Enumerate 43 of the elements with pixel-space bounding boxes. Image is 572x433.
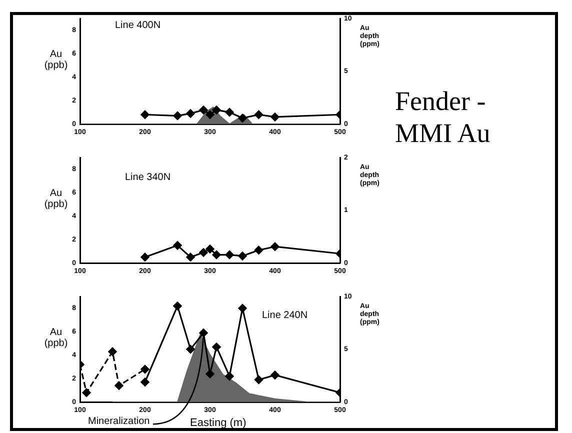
point <box>238 252 247 260</box>
text: Line 340N <box>125 172 171 183</box>
y-axis-title: Au (ppb) <box>43 49 69 71</box>
point <box>140 252 150 262</box>
point <box>254 375 264 384</box>
point <box>206 110 214 119</box>
point <box>114 381 124 390</box>
text: Line 240N <box>262 310 308 321</box>
point <box>186 252 195 262</box>
point <box>186 345 195 354</box>
point <box>225 250 234 260</box>
point <box>199 328 208 338</box>
point <box>270 370 280 380</box>
point <box>140 378 150 386</box>
point <box>206 370 214 378</box>
point <box>206 244 214 254</box>
point <box>173 302 182 310</box>
point <box>254 246 264 254</box>
point <box>212 106 221 114</box>
text: Fender - MMI Au <box>395 85 492 149</box>
point <box>108 347 117 356</box>
x-axis-title: Easting (m) <box>190 417 246 429</box>
point <box>140 110 150 119</box>
point <box>173 112 182 120</box>
point <box>186 109 195 118</box>
point <box>199 248 208 257</box>
point <box>225 108 234 117</box>
point <box>199 106 208 114</box>
point <box>212 250 221 260</box>
point <box>212 342 221 352</box>
point <box>254 110 264 119</box>
point <box>140 364 150 374</box>
y-axis-title: Au (ppb) <box>43 327 69 349</box>
annotation: Mineralization <box>88 416 150 427</box>
y-axis-title: Au (ppb) <box>43 188 69 210</box>
point <box>82 388 91 397</box>
point <box>238 114 247 122</box>
point <box>225 372 234 381</box>
point <box>270 112 280 122</box>
point <box>270 242 280 251</box>
point <box>173 241 182 250</box>
chart-title: Line 400N <box>115 20 161 31</box>
point <box>238 304 247 313</box>
